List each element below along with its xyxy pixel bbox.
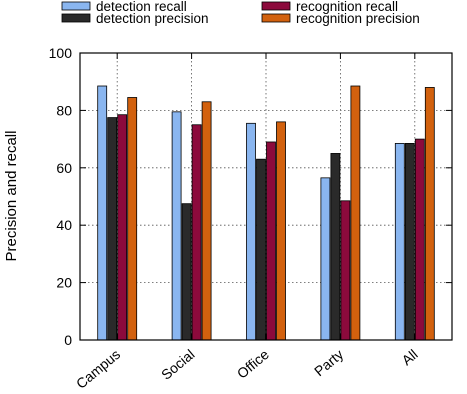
y-axis: 0 20 40 60 80 100 <box>49 45 452 348</box>
y-tick-label: 0 <box>64 332 72 348</box>
bar-detection-recall-all <box>394 143 405 341</box>
y-tick-label: 20 <box>56 275 72 291</box>
legend-swatch <box>261 1 291 11</box>
x-tick-label-all: All <box>399 346 421 368</box>
x-tick-label-office: Office <box>234 346 272 382</box>
bar-recognition-recall-office <box>266 141 276 341</box>
bar-detection-recall-campus <box>97 85 108 341</box>
bar-detection-precision-all <box>404 143 415 341</box>
x-tick-label-social: Social <box>158 346 198 383</box>
bar-detection-recall-social <box>171 111 182 341</box>
y-tick-label: 80 <box>56 102 72 118</box>
legend-item-detection-recall: detection recall <box>61 0 187 14</box>
legend-label: detection precision <box>96 11 209 26</box>
legend-label: detection recall <box>96 0 187 14</box>
bar-recognition-recall-social <box>191 124 202 341</box>
bar-detection-recall-party <box>320 177 331 341</box>
bar-recognition-recall-campus <box>117 114 128 341</box>
x-tick-label-party: Party <box>311 346 346 379</box>
y-tick-label: 40 <box>56 217 72 233</box>
bar-recognition-precision-party <box>350 85 361 341</box>
legend-label: recognition precision <box>296 11 420 26</box>
bar-recognition-precision-all <box>424 87 435 341</box>
x-tick-label-campus: Campus <box>73 346 123 392</box>
legend-swatch <box>61 13 91 23</box>
bar-detection-precision-party <box>330 153 341 341</box>
bar-detection-precision-campus <box>107 117 118 341</box>
legend-swatch <box>261 13 291 23</box>
bar-detection-recall-office <box>246 122 256 341</box>
legend-item-detection-precision: detection precision <box>61 11 209 26</box>
legend-item-recognition-recall: recognition recall <box>261 0 398 14</box>
bar-detection-precision-social <box>181 203 192 341</box>
y-axis-label: Precision and recall <box>3 131 20 262</box>
y-tick-label: 100 <box>49 45 73 61</box>
bars <box>97 85 435 341</box>
y-tick-label: 60 <box>56 160 72 176</box>
bar-detection-precision-office <box>256 158 266 341</box>
legend-label: recognition recall <box>296 0 398 14</box>
bar-recognition-precision-office <box>276 121 286 341</box>
legend-item-recognition-precision: recognition precision <box>261 11 420 26</box>
legend-swatch <box>61 1 91 11</box>
bar-recognition-recall-party <box>340 200 351 341</box>
bar-recognition-precision-campus <box>127 97 138 341</box>
bar-recognition-recall-all <box>414 138 425 341</box>
bar-recognition-precision-social <box>201 101 212 341</box>
